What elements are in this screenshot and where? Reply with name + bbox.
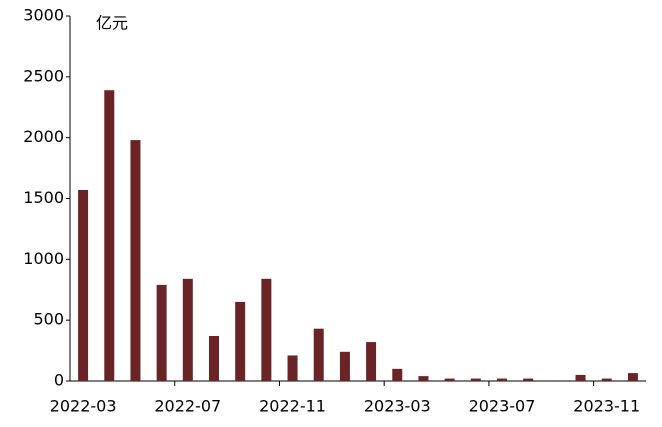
bar (78, 189, 89, 381)
bar (339, 351, 350, 381)
bar (523, 378, 534, 381)
bar (287, 355, 298, 381)
bar (130, 140, 141, 381)
bar (444, 378, 455, 381)
y-tick-label: 2500 (23, 66, 64, 85)
x-tick-label: 2023-07 (469, 397, 536, 416)
bar (104, 90, 115, 381)
bar (156, 284, 167, 381)
y-tick-label: 3000 (23, 6, 64, 25)
bar (497, 378, 507, 381)
bar (261, 278, 272, 381)
x-tick-label: 2022-11 (259, 397, 326, 416)
y-axis-label: 亿元 (96, 14, 128, 33)
bar (392, 368, 403, 381)
bar (366, 342, 377, 381)
bar (209, 335, 219, 381)
x-tick-label: 2022-07 (154, 397, 221, 416)
bar (313, 328, 324, 381)
y-tick-label: 2000 (23, 127, 64, 146)
x-tick-label: 2022-03 (50, 397, 117, 416)
bar (182, 278, 193, 381)
bar (575, 374, 586, 381)
bar (470, 378, 481, 381)
y-tick-label: 1000 (23, 249, 64, 268)
y-tick-label: 0 (54, 371, 64, 390)
bar (235, 301, 246, 381)
bar (601, 378, 612, 381)
y-tick-label: 500 (33, 310, 64, 329)
x-tick-label: 2023-11 (573, 397, 640, 416)
y-tick-label: 1500 (23, 188, 64, 207)
x-tick-label: 2023-03 (364, 397, 431, 416)
bar (418, 376, 429, 381)
bar (627, 373, 638, 381)
